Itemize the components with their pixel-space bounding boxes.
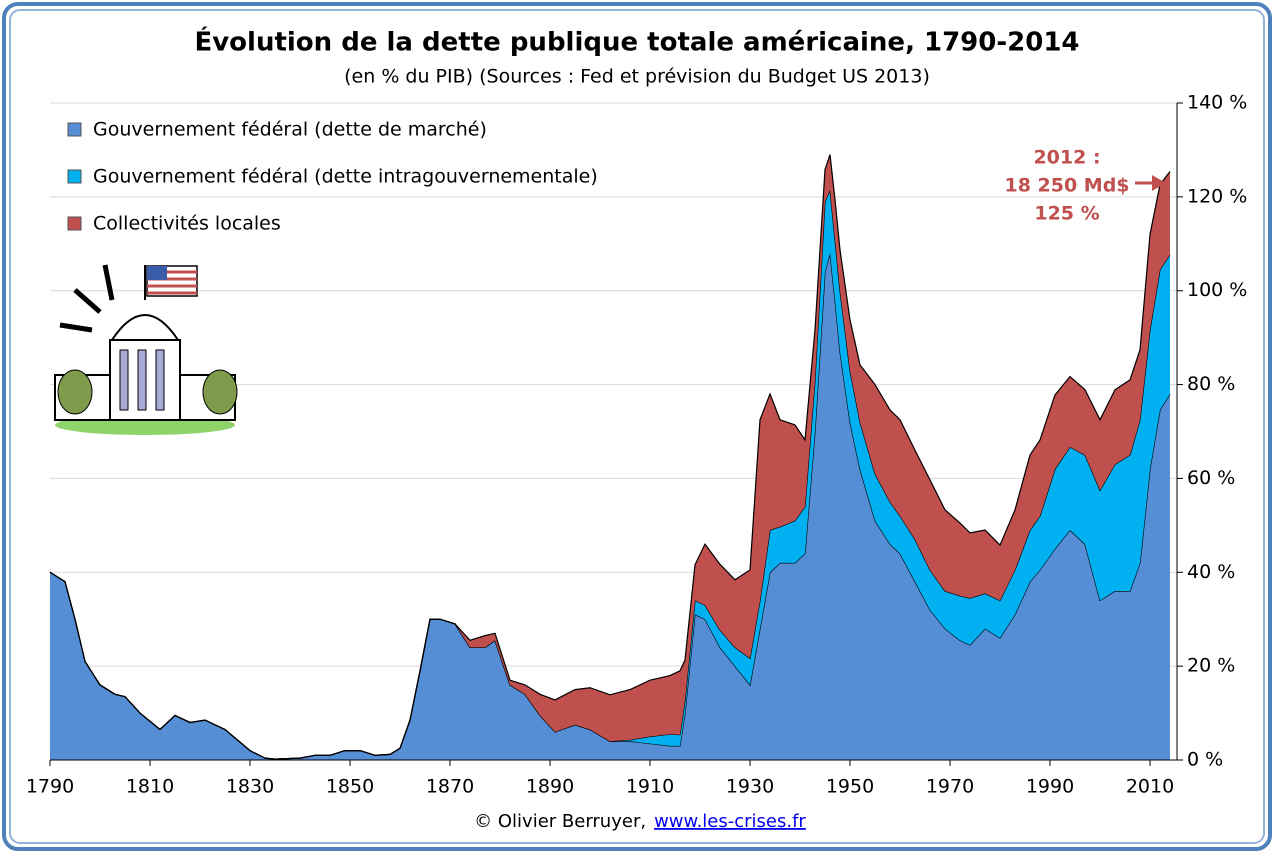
x-tick-label: 1990: [1026, 776, 1074, 798]
credit-text: © Olivier Berruyer,: [474, 811, 646, 832]
x-tick-label: 1810: [126, 776, 174, 798]
legend-label: Gouvernement fédéral (dette de marché): [93, 119, 487, 141]
x-tick-label: 1870: [426, 776, 474, 798]
chart-title: Évolution de la dette publique totale am…: [194, 26, 1079, 58]
capitol-clipart: [54, 264, 238, 435]
y-tick-label: 100 %: [1187, 279, 1247, 301]
x-tick-label: 1950: [826, 776, 874, 798]
credit-link[interactable]: www.les-crises.fr: [654, 811, 806, 832]
frame-inner: [9, 9, 1265, 844]
y-tick-label: 20 %: [1187, 655, 1235, 677]
chart-subtitle: (en % du PIB) (Sources : Fed et prévisio…: [344, 66, 930, 88]
x-tick-label: 1850: [326, 776, 374, 798]
y-tick-label: 40 %: [1187, 561, 1235, 583]
annotation-arrowhead: [1152, 175, 1166, 191]
x-tick-label: 2010: [1126, 776, 1174, 798]
legend-swatch: [67, 169, 82, 184]
y-tick-label: 80 %: [1187, 373, 1235, 395]
y-tick-label: 60 %: [1187, 467, 1235, 489]
x-tick-label: 1930: [726, 776, 774, 798]
x-tick-label: 1910: [626, 776, 674, 798]
legend-label: Gouvernement fédéral (dette intragouvern…: [93, 166, 598, 188]
plot: [49, 102, 1183, 766]
annotation: 125 %: [1034, 203, 1099, 225]
x-tick-label: 1830: [226, 776, 274, 798]
x-tick-label: 1970: [926, 776, 974, 798]
annotation: 2012 :: [1033, 147, 1100, 169]
area: [50, 253, 1170, 760]
area-outline: [49, 154, 1171, 760]
legend-swatch: [67, 216, 82, 231]
y-tick-label: 120 %: [1187, 185, 1247, 207]
annotation: 18 250 Md$: [1004, 175, 1129, 197]
legend-swatch: [67, 122, 82, 137]
x-tick-label: 1890: [526, 776, 574, 798]
y-tick-label: 140 %: [1187, 92, 1247, 114]
credit: © Olivier Berruyer, www.les-crises.fr: [474, 811, 806, 832]
x-tick-label: 1790: [26, 776, 74, 798]
y-tick-label: 0 %: [1187, 749, 1223, 771]
legend-label: Collectivités locales: [93, 213, 281, 235]
